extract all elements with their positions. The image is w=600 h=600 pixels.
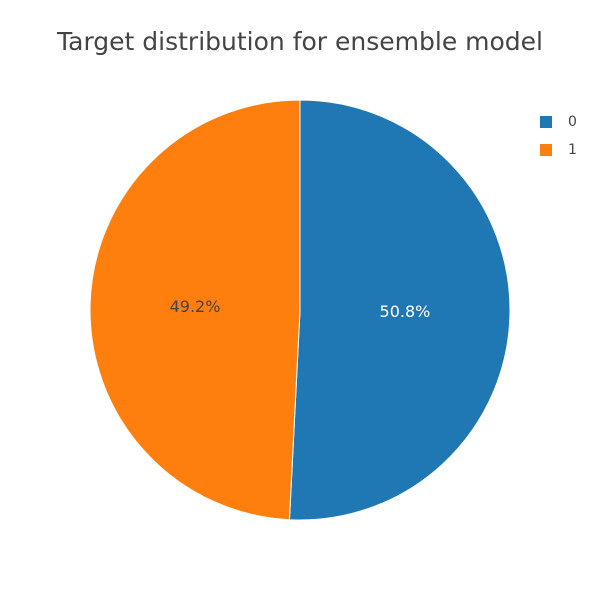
- slice-percent-label-1: 49.2%: [170, 297, 221, 316]
- legend-swatch-0: [540, 116, 552, 128]
- legend-label-1: 1: [568, 142, 577, 158]
- pie-slice-0[interactable]: [288, 99, 511, 521]
- legend-label-0: 0: [568, 114, 577, 130]
- legend-item-0[interactable]: 0: [540, 108, 577, 136]
- pie-slice-1[interactable]: [89, 99, 301, 521]
- chart-title: Target distribution for ensemble model: [57, 27, 543, 56]
- legend-swatch-1: [540, 144, 552, 156]
- legend: 0 1: [540, 108, 577, 164]
- slice-percent-label-0: 50.8%: [380, 302, 431, 321]
- legend-item-1[interactable]: 1: [540, 136, 577, 164]
